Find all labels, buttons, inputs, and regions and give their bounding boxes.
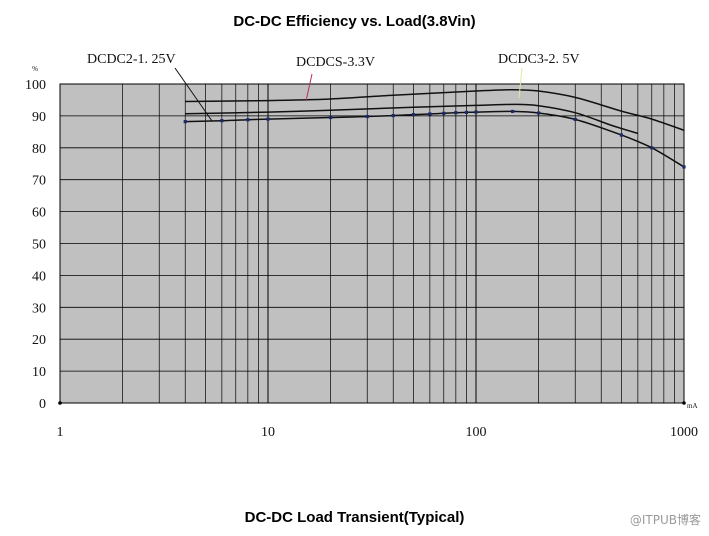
y-tick-label: 20 [32,333,46,348]
data-point-marker [246,118,250,122]
x-tick-label: 100 [466,425,487,440]
data-point-marker [650,146,654,150]
data-point-marker [329,115,333,120]
data-point-marker [411,113,415,117]
data-point-marker [464,110,469,114]
data-point-marker [454,111,458,115]
data-point-marker [573,117,577,122]
data-point-marker [619,133,623,137]
leader-line [174,67,213,122]
data-point-marker [391,113,395,118]
y-tick-label: 0 [39,397,46,412]
series-label-dcdc2-1v25: DCDC2-1. 25V [87,52,176,67]
chart-title: DC-DC Efficiency vs. Load(3.8Vin) [233,13,476,30]
y-tick-label: 70 [32,174,46,189]
watermark: @ITPUB博客 [629,513,701,527]
y-tick-label: 40 [32,269,46,284]
series-label-dcdc3-2v5: DCDC3-2. 5V [498,52,580,67]
y-tick-label: 90 [32,110,46,125]
data-point-marker [474,110,478,114]
chart-subtitle: DC-DC Load Transient(Typical) [244,509,465,526]
grid [59,83,685,404]
x-axis-unit: mA [687,402,698,410]
series-dcdc3-3v3-line [185,103,639,135]
data-point-marker [442,111,446,115]
data-point-marker [183,120,187,124]
series-dcdc3-2v5-line [185,88,685,132]
series-group [183,88,686,169]
y-tick-label: 50 [32,238,46,253]
data-point-marker [428,112,432,116]
leader-line [305,73,313,102]
series-label-dcdc3-3v3: DCDCS-3.3V [296,55,375,70]
y-tick-label: 60 [32,206,46,221]
y-tick-label: 10 [32,365,46,380]
data-point-marker [365,114,369,119]
origin-marker [58,401,62,405]
data-point-marker [511,109,515,114]
data-point-marker [537,111,541,115]
x-tick-label: 1000 [670,425,698,440]
y-tick-label: 100 [25,78,46,93]
data-point-marker [266,117,270,121]
y-tick-label: 80 [32,142,46,157]
y-tick-label: 30 [32,301,46,316]
axis-end-marker [682,401,686,405]
leader-line [518,67,523,99]
x-tick-label: 1 [57,425,64,440]
data-point-marker [220,119,224,123]
x-tick-label: 10 [261,425,275,440]
data-point-marker [682,165,686,169]
y-axis-unit: % [32,65,38,73]
